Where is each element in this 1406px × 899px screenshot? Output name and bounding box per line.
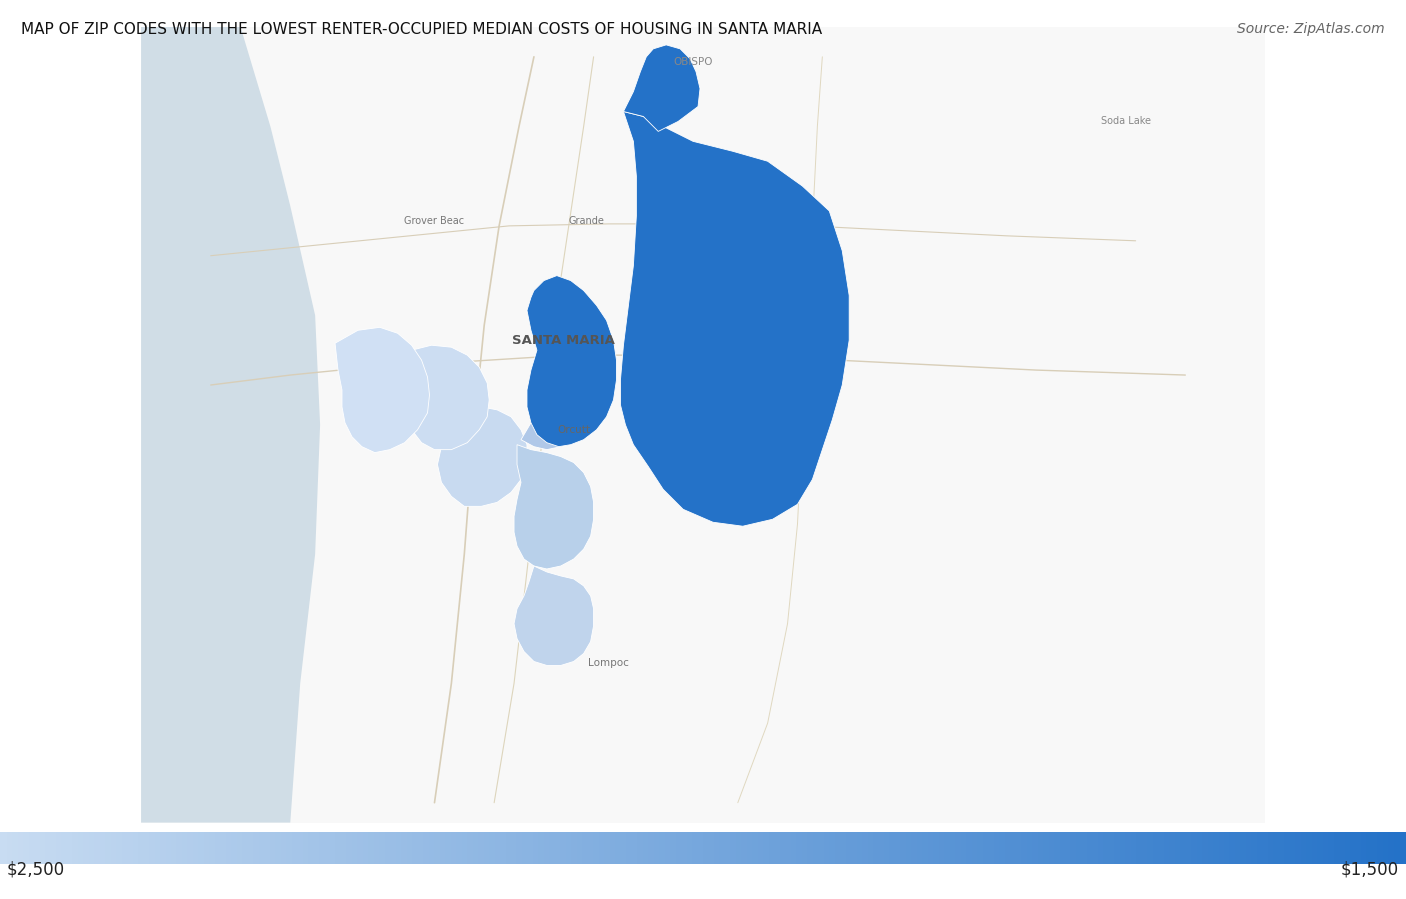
- Polygon shape: [515, 566, 593, 665]
- Polygon shape: [527, 276, 616, 447]
- Text: Source: ZipAtlas.com: Source: ZipAtlas.com: [1237, 22, 1385, 37]
- Text: Soda Lake: Soda Lake: [1101, 117, 1150, 127]
- Text: Orcutt: Orcutt: [557, 424, 591, 435]
- Polygon shape: [335, 327, 429, 452]
- Polygon shape: [620, 111, 849, 526]
- Polygon shape: [515, 445, 593, 569]
- Text: Lompoc: Lompoc: [588, 658, 628, 669]
- Text: $1,500: $1,500: [1341, 860, 1399, 878]
- Text: $2,500: $2,500: [7, 860, 65, 878]
- Text: SANTA MARIA: SANTA MARIA: [512, 334, 616, 347]
- Text: MAP OF ZIP CODES WITH THE LOWEST RENTER-OCCUPIED MEDIAN COSTS OF HOUSING IN SANT: MAP OF ZIP CODES WITH THE LOWEST RENTER-…: [21, 22, 823, 38]
- Text: Grover Beac: Grover Beac: [404, 216, 464, 226]
- Polygon shape: [522, 353, 593, 450]
- Polygon shape: [141, 27, 321, 823]
- Polygon shape: [392, 345, 489, 450]
- Text: OBISPO: OBISPO: [673, 57, 713, 67]
- Polygon shape: [437, 407, 527, 506]
- Polygon shape: [623, 45, 700, 131]
- Text: Grande: Grande: [569, 216, 605, 226]
